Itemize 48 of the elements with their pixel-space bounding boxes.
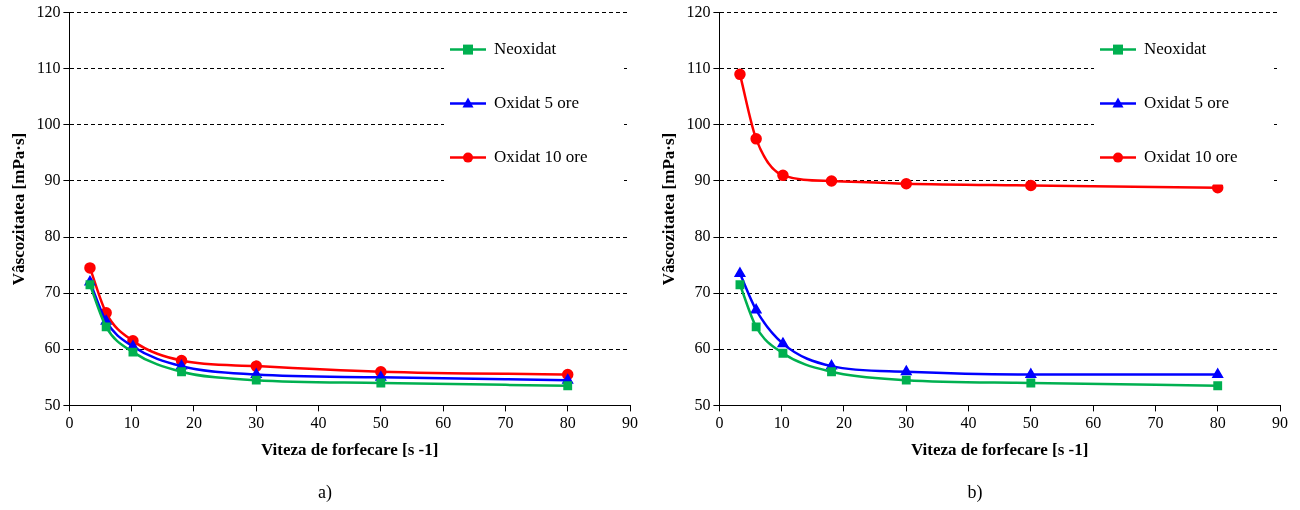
x-tick-label: 30: [248, 414, 265, 432]
legend-label: Neoxidat: [494, 39, 557, 59]
x-tick-label: 10: [773, 414, 790, 432]
x-axis-title: Viteza de forfecare [s -1]: [910, 440, 1089, 460]
y-tick-label: 50: [694, 395, 711, 413]
y-tick-label: 110: [686, 58, 711, 76]
y-tick-label: 80: [694, 227, 711, 245]
x-tick-label: 20: [835, 414, 852, 432]
y-tick-label: 110: [36, 58, 61, 76]
x-tick-label: 0: [65, 414, 74, 432]
legend-label: Oxidat 10 ore: [494, 147, 588, 167]
x-tick-label: 80: [1209, 414, 1226, 432]
x-tick-label: 50: [372, 414, 389, 432]
y-tick-label: 50: [44, 395, 61, 413]
x-tick-label: 40: [960, 414, 977, 432]
y-tick-label: 70: [694, 283, 711, 301]
text: b): [966, 482, 984, 503]
x-axis-title: Viteza de forfecare [s -1]: [260, 440, 439, 460]
x-tick-label: 80: [559, 414, 576, 432]
y-tick-label: 100: [686, 115, 711, 133]
legend-label: Oxidat 5 ore: [494, 93, 579, 113]
x-tick-label: 30: [898, 414, 915, 432]
x-tick-label: 0: [715, 414, 724, 432]
y-axis-title: Vâscozitatea [mPa·s]: [658, 132, 678, 286]
x-tick-label: 90: [1272, 414, 1288, 432]
x-tick-label: 40: [310, 414, 327, 432]
x-tick-label: 60: [435, 414, 452, 432]
y-tick-label: 120: [686, 2, 711, 20]
legend-label: Neoxidat: [1144, 39, 1207, 59]
y-tick-label: 90: [44, 171, 61, 189]
legend-label: Oxidat 5 ore: [1144, 93, 1229, 113]
y-tick-label: 60: [44, 339, 61, 357]
y-axis-title: Vâscozitatea [mPa·s]: [8, 132, 28, 286]
y-tick-label: 90: [694, 171, 711, 189]
x-tick-label: 10: [123, 414, 140, 432]
y-tick-label: 70: [44, 283, 61, 301]
x-tick-label: 60: [1085, 414, 1102, 432]
x-tick-label: 70: [1147, 414, 1164, 432]
y-tick-label: 80: [44, 227, 61, 245]
y-tick-label: 120: [36, 2, 61, 20]
x-tick-label: 50: [1022, 414, 1039, 432]
text: a): [317, 482, 333, 503]
x-tick-label: 70: [497, 414, 514, 432]
y-tick-label: 100: [36, 115, 61, 133]
legend-label: Oxidat 10 ore: [1144, 147, 1238, 167]
x-tick-label: 20: [185, 414, 202, 432]
x-tick-label: 90: [622, 414, 638, 432]
y-tick-label: 60: [694, 339, 711, 357]
